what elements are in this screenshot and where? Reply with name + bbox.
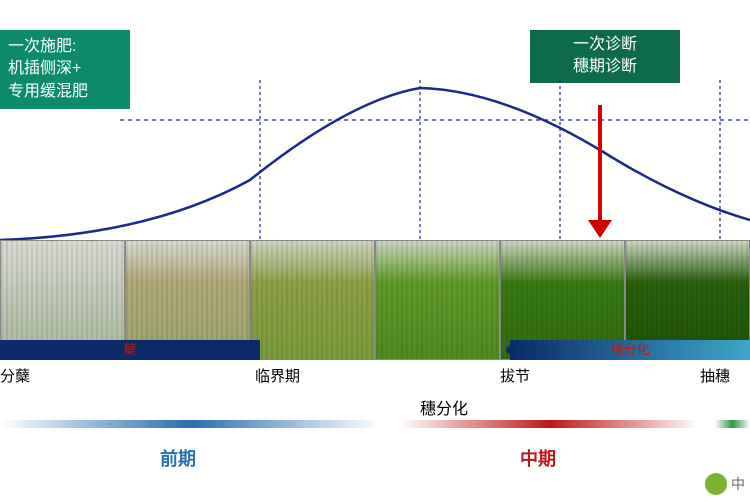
period-label: 中期 [520, 445, 556, 471]
wechat-text: 中 [731, 474, 745, 494]
period-segment [400, 420, 700, 428]
box-line: 一次诊断 [540, 34, 670, 56]
stage-label: 分蘖 [0, 365, 30, 386]
period-segment [0, 420, 380, 428]
stage-bar: 蘖 穗分化 [0, 340, 750, 360]
stage-label: 抽穗 [700, 365, 730, 386]
wechat-icon [705, 473, 727, 495]
period-label: 前期 [160, 445, 196, 471]
stage-labels: 分蘖 临界期 拔节 抽穗 [0, 365, 750, 385]
stage-label: 临界期 [255, 365, 300, 386]
growth-curve [0, 60, 750, 260]
stage-segment: 穗分化 [510, 340, 750, 360]
box-line: 一次施肥: [8, 36, 122, 58]
stage-label: 拔节 [500, 365, 530, 386]
stage-segment: 蘖 [0, 340, 260, 360]
wechat-watermark: 中 [705, 473, 745, 495]
period-segment [715, 420, 750, 428]
mid-label: 穗分化 [420, 395, 468, 419]
arrow-down-icon [588, 220, 612, 238]
period-bar [0, 420, 750, 430]
stage-dot [506, 346, 514, 354]
arrow-line [598, 105, 602, 225]
